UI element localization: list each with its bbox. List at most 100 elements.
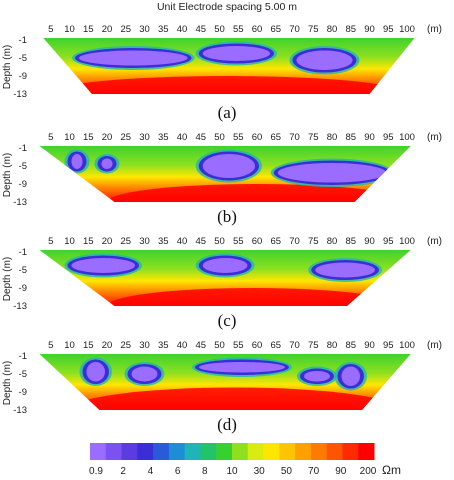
colorbar-swatch [279, 443, 296, 460]
low-resistivity-zone [71, 258, 135, 273]
y-tick-label: -9 [19, 179, 27, 190]
figure-title: Unit Electrode spacing 5.00 m [157, 1, 297, 13]
low-resistivity-zone [202, 46, 270, 61]
x-tick-label: 70 [289, 236, 300, 247]
y-tick-label: -9 [19, 283, 27, 294]
x-tick-label: 20 [102, 24, 113, 35]
x-tick-label: 10 [64, 24, 75, 35]
colorbar-swatch [168, 443, 186, 460]
x-tick-label: 25 [120, 24, 131, 35]
x-tick-label: 45 [195, 236, 206, 247]
section-body [39, 250, 411, 306]
low-resistivity-zone [277, 163, 387, 183]
x-tick-label: 5 [48, 24, 53, 35]
colorbar-swatch [90, 443, 107, 460]
colorbar-swatch [295, 443, 312, 460]
x-tick-label: 10 [64, 132, 75, 143]
x-tick-label: 80 [327, 24, 338, 35]
x-tick-label: 90 [364, 340, 375, 351]
x-tick-label: 30 [139, 24, 150, 35]
high-resistivity-zone [107, 184, 407, 202]
panel-label: (d) [217, 415, 237, 434]
x-tick-label: 95 [383, 132, 394, 143]
x-tick-label: 95 [383, 24, 394, 35]
colorbar-tick-label: 50 [281, 466, 293, 477]
y-tick-label: -1 [19, 35, 27, 46]
x-tick-label: 25 [120, 132, 131, 143]
colorbar-swatch [153, 443, 170, 460]
x-tick-label: 55 [233, 132, 244, 143]
colorbar-tick-label: 70 [308, 466, 320, 477]
section-body [39, 146, 411, 202]
x-tick-label: 50 [214, 236, 225, 247]
x-tick-label: 60 [252, 236, 263, 247]
x-tick-label: 45 [195, 340, 206, 351]
y-axis-label: Depth (m) [2, 257, 13, 301]
panel-2: 5 10 15 20 25 30 35 40 45 50 55 60 65 70 75 80 85 90 95 100… [2, 132, 442, 226]
panel-label: (b) [217, 207, 237, 226]
low-resistivity-zone [71, 154, 83, 169]
colorbar-swatch [358, 443, 375, 460]
x-tick-label: 50 [214, 340, 225, 351]
x-tick-label: 40 [177, 340, 188, 351]
low-resistivity-zone [304, 371, 330, 382]
x-tick-label: 85 [345, 24, 356, 35]
y-tick-label: -1 [19, 247, 27, 258]
x-tick-label: 85 [345, 132, 356, 143]
x-tick-label: 5 [48, 340, 53, 351]
x-unit-label: (m) [427, 340, 442, 351]
y-tick-label: -13 [13, 301, 27, 312]
x-unit-label: (m) [427, 132, 442, 143]
low-resistivity-zone [199, 362, 285, 373]
x-tick-label: 100 [399, 340, 415, 351]
x-tick-label: 5 [48, 132, 53, 143]
y-tick-label: -9 [19, 71, 27, 82]
colorbar-tick-label: 4 [148, 466, 154, 477]
colorbar-swatch [326, 443, 343, 460]
x-tick-label: 90 [364, 236, 375, 247]
x-tick-label: 20 [102, 340, 113, 351]
x-tick-label: 15 [83, 24, 94, 35]
x-tick-label: 50 [214, 132, 225, 143]
low-resistivity-zone [296, 50, 353, 70]
x-tick-label: 35 [158, 24, 169, 35]
colorbar-swatch [310, 443, 328, 460]
x-tick-label: 35 [158, 132, 169, 143]
x-tick-label: 40 [177, 132, 188, 143]
x-tick-label: 60 [252, 24, 263, 35]
low-resistivity-zone [131, 366, 158, 382]
x-tick-label: 55 [233, 24, 244, 35]
x-tick-label: 85 [345, 236, 356, 247]
x-tick-label: 40 [177, 236, 188, 247]
x-tick-label: 80 [327, 340, 338, 351]
x-tick-label: 50 [214, 24, 225, 35]
x-tick-label: 5 [48, 236, 53, 247]
x-tick-label: 10 [64, 236, 75, 247]
colorbar-tick-label: 0.9 [89, 466, 103, 477]
panel-4: 5 10 15 20 25 30 35 40 45 50 55 60 65 70 75 80 85 90 95 100… [2, 340, 442, 434]
low-resistivity-zone [101, 158, 113, 169]
colorbar-tick-label: 8 [202, 466, 208, 477]
x-tick-label: 70 [289, 340, 300, 351]
x-tick-label: 70 [289, 132, 300, 143]
colorbar-swatch [121, 443, 138, 460]
x-tick-label: 65 [270, 132, 281, 143]
y-tick-label: -5 [19, 265, 27, 276]
x-tick-label: 55 [233, 340, 244, 351]
low-resistivity-zone [315, 262, 375, 278]
x-tick-label: 55 [233, 236, 244, 247]
x-tick-label: 80 [327, 132, 338, 143]
panel-label: (c) [218, 311, 237, 330]
x-tick-label: 30 [139, 132, 150, 143]
y-tick-label: -5 [19, 369, 27, 380]
x-tick-label: 65 [270, 340, 281, 351]
x-tick-label: 95 [383, 340, 394, 351]
x-tick-label: 15 [83, 236, 94, 247]
x-unit-label: (m) [427, 24, 442, 35]
high-resistivity-zone [69, 387, 400, 410]
colorbar-swatch [216, 443, 233, 460]
colorbar-unit-label: Ωm [382, 463, 401, 477]
x-tick-label: 20 [102, 132, 113, 143]
x-tick-label: 60 [252, 340, 263, 351]
colorbar-swatch [184, 443, 201, 460]
